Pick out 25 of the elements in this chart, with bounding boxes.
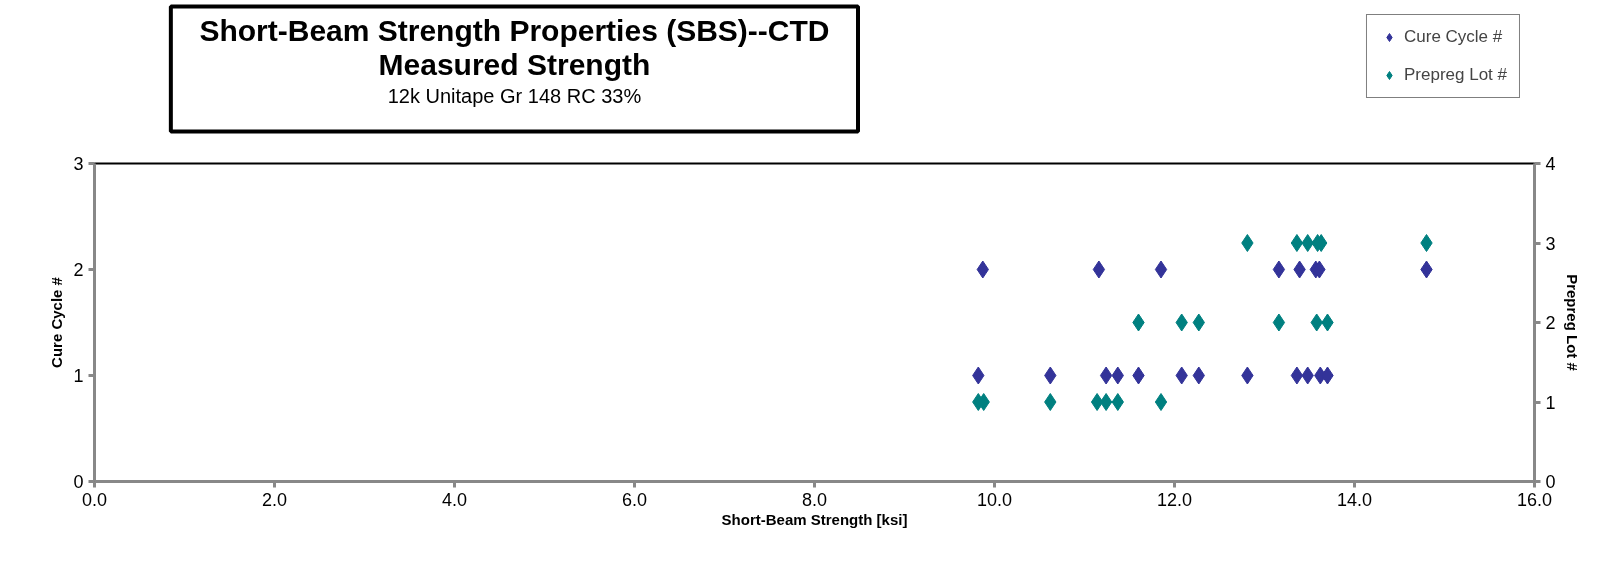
x-tick-label: 10.0 [976,489,1013,510]
y-tick-label: 3 [73,154,84,174]
x-axis-title: Short-Beam Strength [ksi] [721,510,908,528]
y2-tick-label: 2 [1545,313,1556,333]
y-axis-title: Cure Cycle # [48,276,66,368]
x-tick-label: 6.0 [621,489,648,510]
y2-axis-title: Prepreg Lot # [1563,274,1581,372]
x-tick-label: 2.0 [261,489,288,510]
chart-subtitle: 12k Unitape Gr 148 RC 33% [387,84,642,107]
y2-tick-label: 4 [1545,154,1556,174]
y-tick-label: 1 [73,366,84,386]
y2-tick-label: 1 [1545,392,1556,413]
legend-label: Cure Cycle # [1403,27,1503,47]
x-tick-label: 4.0 [441,489,468,510]
x-tick-label: 16.0 [1516,489,1553,510]
y-tick-label: 2 [73,260,84,280]
x-tick-label: 8.0 [801,489,828,510]
x-tick-label: 14.0 [1336,489,1373,510]
y2-tick-label: 0 [1545,472,1556,492]
y-tick-label: 0 [73,472,84,492]
legend-label: Prepreg Lot # [1403,65,1507,85]
y2-tick-label: 3 [1545,233,1556,254]
x-tick-label: 12.0 [1156,489,1193,510]
x-tick-label: 0.0 [81,489,108,510]
chart-title: Short-Beam Strength Properties (SBS)--CTD Measured Strength [199,14,830,81]
